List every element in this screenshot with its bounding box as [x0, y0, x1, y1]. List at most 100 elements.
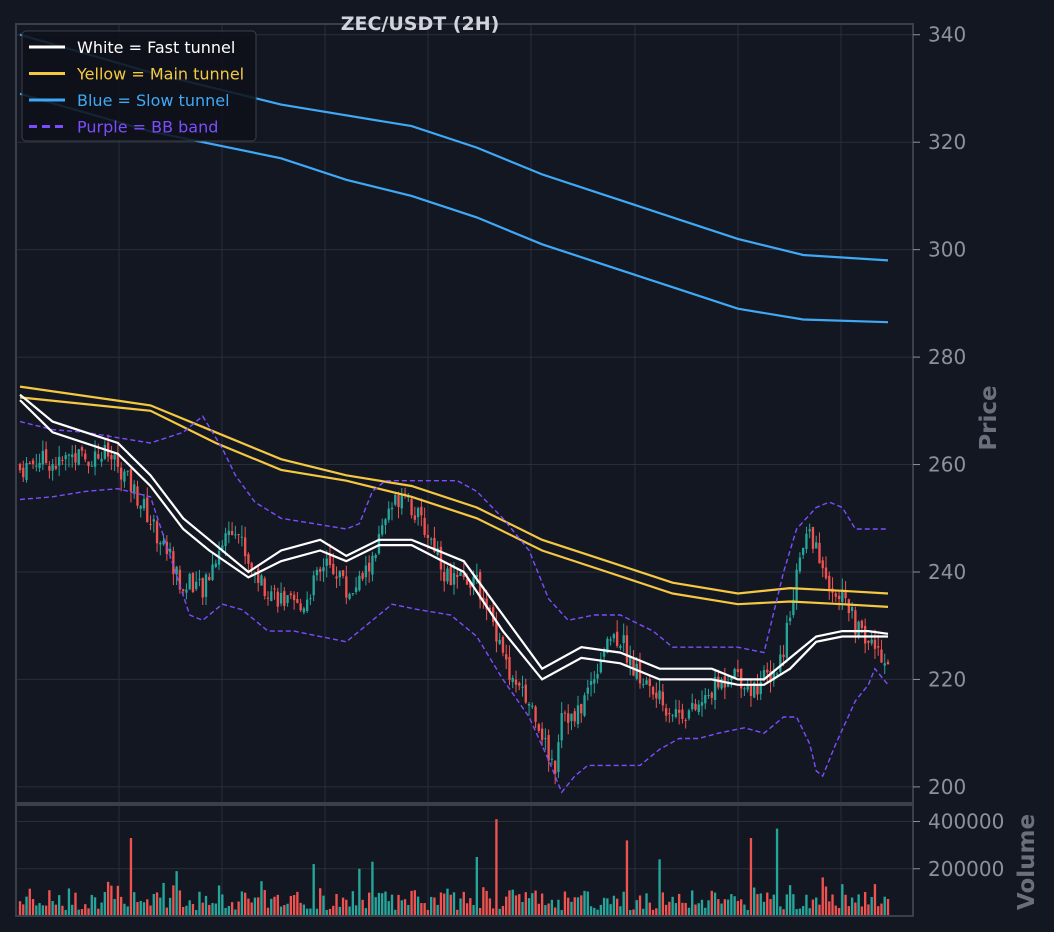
candle-body — [883, 663, 886, 666]
volume-bar — [217, 885, 221, 916]
candle-body — [606, 638, 609, 653]
overlays — [19, 33, 889, 794]
candle-body — [305, 599, 309, 611]
volume-bar — [609, 904, 612, 916]
volume-bar — [521, 901, 524, 916]
candle-body — [204, 574, 208, 597]
volume-bar — [54, 904, 58, 916]
volume-bar — [710, 890, 713, 916]
volume-bar — [31, 899, 35, 916]
candle-body — [762, 670, 766, 680]
volume-bar — [580, 895, 583, 916]
volume-bar — [247, 898, 250, 916]
volume-bar — [312, 864, 315, 916]
candle-body — [195, 581, 198, 590]
volume-bar — [788, 885, 792, 916]
volume-bar — [243, 892, 247, 916]
volume-bar — [93, 897, 97, 916]
volume-bar — [240, 891, 244, 916]
candle-body — [684, 719, 687, 721]
volume-bar — [505, 896, 508, 916]
volume-bar — [664, 904, 668, 916]
volume-bar — [563, 891, 567, 916]
volume-bar — [815, 897, 818, 916]
candle-body — [821, 560, 824, 569]
volume-bar — [550, 899, 554, 916]
candle-body — [661, 691, 665, 706]
candle-body — [74, 453, 77, 463]
candle-body — [371, 555, 374, 575]
volume-bar — [341, 897, 345, 916]
candle-body — [84, 453, 87, 460]
candle-body — [687, 710, 691, 719]
volume-bar — [279, 906, 283, 916]
volume-bar — [149, 905, 152, 916]
candle-body — [593, 679, 596, 684]
candle-body — [429, 538, 433, 540]
candle-body — [181, 589, 185, 592]
candle-body — [129, 469, 133, 492]
volume-bar — [612, 895, 616, 916]
candle-body — [292, 594, 296, 601]
volume-bar — [749, 838, 753, 916]
volume-bar — [704, 907, 707, 916]
candle-body — [240, 536, 244, 538]
volume-bar — [266, 907, 270, 916]
volume-bar — [198, 891, 201, 916]
volume-bar — [390, 894, 394, 916]
volume-bar — [426, 909, 430, 916]
candle-body — [873, 639, 877, 649]
candle-body — [544, 738, 547, 740]
volume-bar — [420, 903, 423, 916]
volume-bar — [286, 903, 289, 916]
volume-bar — [18, 901, 22, 916]
candle-body — [877, 646, 880, 648]
volume-bar — [133, 892, 136, 916]
candle-body — [854, 610, 857, 635]
candle-body — [534, 706, 537, 722]
candle-body — [423, 517, 426, 535]
candle-body — [224, 533, 227, 546]
candle-body — [472, 576, 475, 586]
candle-body — [749, 684, 753, 696]
candle-body — [514, 679, 518, 685]
candle-body — [557, 742, 560, 773]
candle-body — [266, 597, 270, 599]
volume-bar — [527, 898, 531, 916]
candle-body — [841, 589, 844, 603]
volume-bar — [766, 892, 769, 916]
volume-bar — [87, 908, 90, 916]
candle-body — [602, 649, 606, 657]
candle-body — [381, 525, 384, 535]
candle-body — [870, 639, 873, 644]
volume-bar — [651, 909, 655, 916]
volume-bar — [335, 893, 338, 916]
slow-tunnel-lower — [19, 92, 889, 324]
volume-bar — [361, 899, 364, 916]
volume-bar — [769, 899, 772, 916]
volume-bar — [201, 902, 204, 916]
volume-bar — [67, 888, 71, 916]
volume-bar — [593, 907, 596, 916]
volume-bar — [338, 906, 341, 916]
candle-body — [465, 579, 469, 585]
candle-body — [410, 498, 413, 516]
volume-bar — [410, 890, 413, 916]
volume-bar — [645, 893, 648, 916]
volume-bar — [841, 884, 844, 916]
candle-body — [788, 617, 792, 622]
volume-bar — [531, 893, 534, 916]
price-tick-label: 240 — [928, 560, 966, 584]
volume-bar — [465, 903, 469, 916]
candle-body — [142, 498, 146, 509]
volume-bar — [648, 902, 651, 916]
candle-body — [485, 598, 488, 610]
volume-bar — [152, 893, 155, 916]
volume-bar — [74, 892, 77, 916]
volume-bar — [168, 897, 172, 916]
legend-label: Yellow = Main tunnel — [76, 65, 244, 84]
candle-body — [766, 669, 769, 673]
candle-body — [537, 724, 541, 731]
volume-bar — [224, 907, 227, 916]
volume-bar — [80, 909, 84, 916]
